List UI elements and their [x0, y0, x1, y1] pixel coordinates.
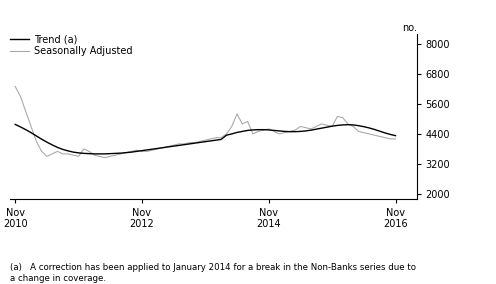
Legend: Trend (a), Seasonally Adjusted: Trend (a), Seasonally Adjusted [10, 34, 133, 56]
Text: (a)   A correction has been applied to January 2014 for a break in the Non-Banks: (a) A correction has been applied to Jan… [10, 263, 416, 283]
Text: no.: no. [402, 23, 417, 33]
